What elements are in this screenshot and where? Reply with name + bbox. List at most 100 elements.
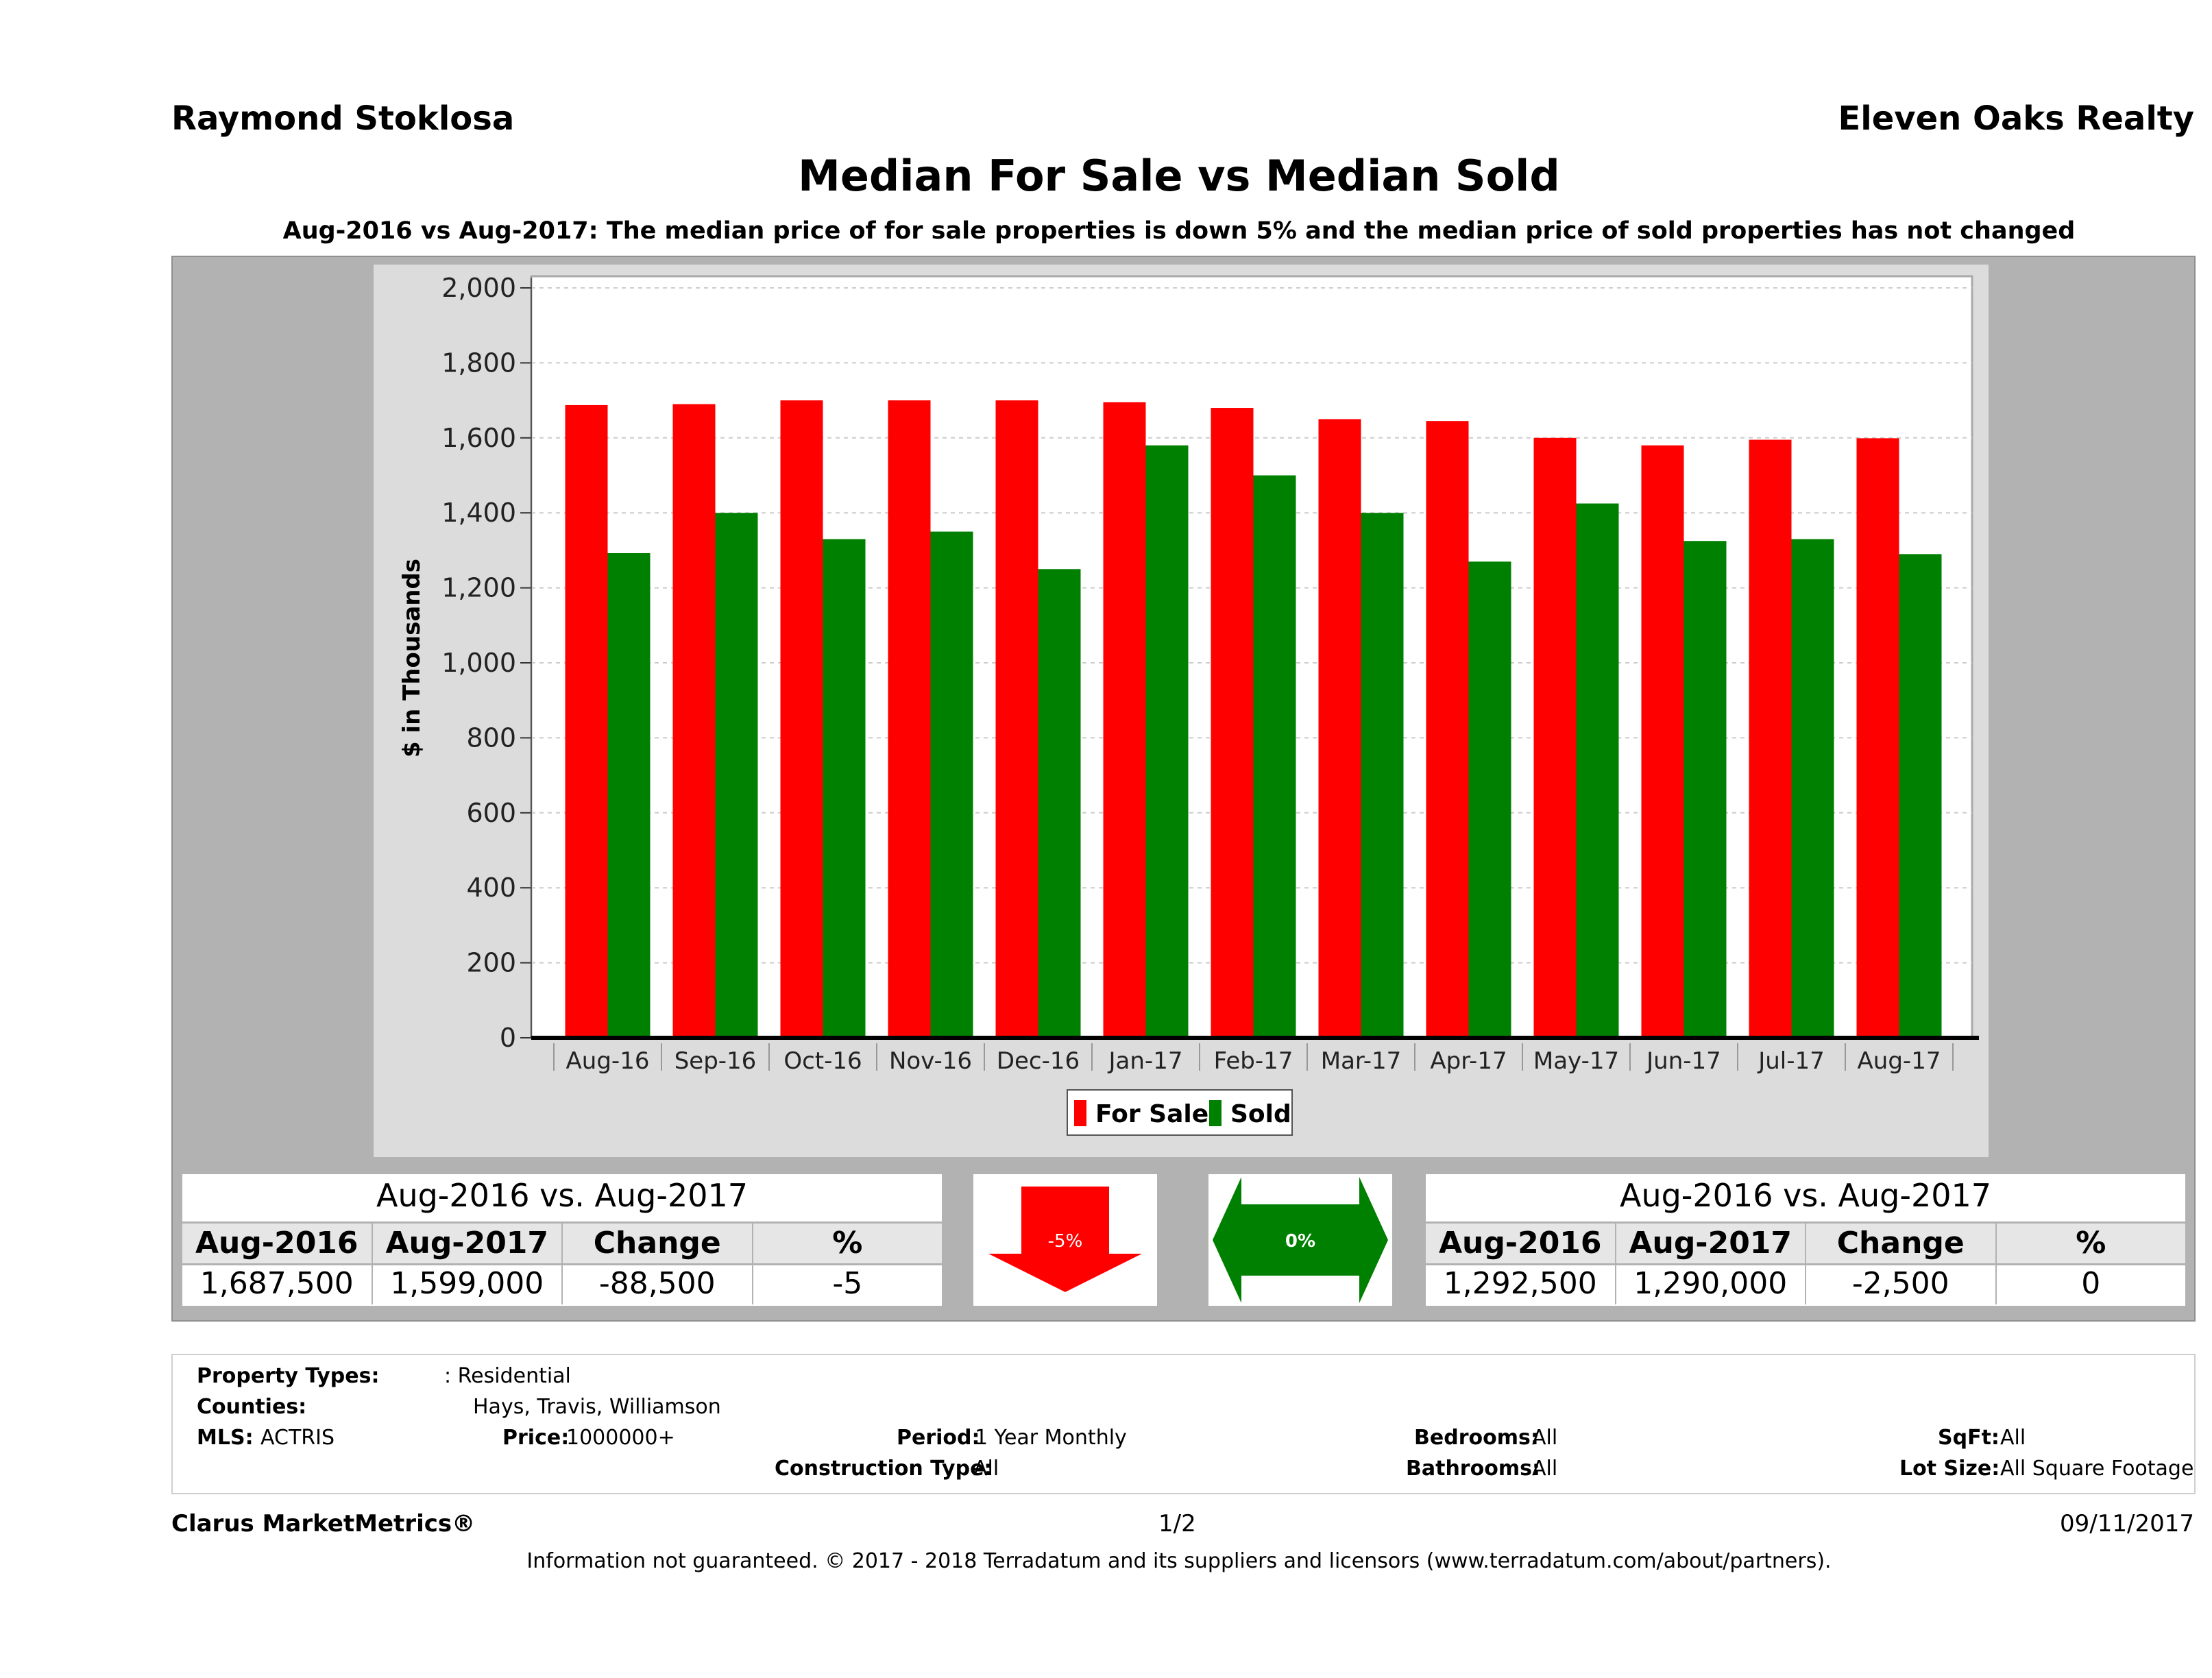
for-sale-header-change: Change [563, 1224, 753, 1263]
y-tick-label: 0 [500, 1023, 516, 1053]
page-title: Median For Sale vs Median Sold [798, 151, 1560, 201]
sqft-label: SqFt: [1938, 1426, 2000, 1450]
search-criteria-box [171, 1354, 2196, 1494]
for-sale-value-start: 1,687,500 [182, 1263, 373, 1304]
legend-label-for-sale: For Sale [1095, 1100, 1208, 1128]
for-sale-table-title: Aug-2016 vs. Aug-2017 [376, 1177, 749, 1214]
sold-table-title: Aug-2016 vs. Aug-2017 [1619, 1177, 1992, 1214]
page-subtitle: Aug-2016 vs Aug-2017: The median price o… [282, 217, 2076, 245]
bar-for-sale-Apr-17 [1426, 421, 1469, 1038]
x-tick-label: Oct-16 [783, 1047, 862, 1075]
x-tick-label: Jun-17 [1645, 1047, 1721, 1075]
sqft-value: All [2000, 1426, 2026, 1450]
for-sale-header-percent: % [832, 1226, 863, 1261]
for-sale-comparison-table: Aug-2016 vs. Aug-2017 Aug-2016 Aug-2017 … [182, 1174, 942, 1306]
bar-for-sale-Jun-17 [1641, 445, 1684, 1038]
price-label: Price: [502, 1426, 570, 1450]
bedrooms-value: All [1532, 1426, 1558, 1450]
y-tick-label: 1,000 [441, 648, 516, 678]
bar-for-sale-May-17 [1533, 437, 1577, 1038]
x-tick-label: Aug-17 [1858, 1047, 1941, 1075]
bar-sold-Apr-17 [1468, 561, 1511, 1038]
legend-swatch-sold [1209, 1100, 1222, 1126]
sold-header-change: Change [1806, 1224, 1997, 1263]
bar-chart: 0 200 400 600 800 1,000 1,200 1,400 1,600 1,800 2,… [398, 273, 1979, 1136]
bathrooms-label: Bathrooms: [1406, 1457, 1540, 1481]
bar-for-sale-Aug-16 [565, 404, 608, 1038]
bar-sold-Nov-16 [930, 531, 973, 1038]
bar-sold-Dec-16 [1038, 569, 1081, 1038]
lot-size-value: All Square Footage [2000, 1457, 2194, 1481]
bar-sold-Aug-16 [607, 553, 651, 1038]
price-value: 1000000+ [566, 1426, 675, 1450]
footer-brand: Clarus MarketMetrics® [171, 1510, 476, 1537]
x-tick-label: Aug-16 [566, 1047, 650, 1075]
for-sale-value-end: 1,599,000 [373, 1263, 563, 1304]
bar-for-sale-Nov-16 [888, 400, 931, 1038]
period-label: Period: [897, 1426, 980, 1450]
bar-for-sale-Oct-16 [780, 400, 823, 1038]
counties-label: Counties: [197, 1395, 307, 1419]
property-types-label: Property Types: [197, 1364, 380, 1388]
y-tick-label: 1,400 [441, 498, 516, 528]
page-number: 1/2 [1158, 1510, 1196, 1537]
bar-sold-Oct-16 [823, 539, 866, 1038]
bar-sold-May-17 [1576, 503, 1619, 1038]
bar-sold-Mar-17 [1361, 513, 1404, 1038]
y-tick-label: 1,200 [441, 573, 516, 603]
bar-for-sale-Jul-17 [1749, 439, 1792, 1038]
x-tick-label: Feb-17 [1214, 1047, 1293, 1075]
mls-value: ACTRIS [260, 1426, 335, 1450]
y-axis-label: $ in Thousands [398, 559, 426, 757]
for-sale-header-end: Aug-2017 [373, 1224, 563, 1263]
agent-name: Raymond Stoklosa [171, 99, 515, 138]
bar-for-sale-Dec-16 [995, 400, 1038, 1038]
bar-sold-Aug-17 [1899, 554, 1942, 1038]
y-tick-label: 800 [466, 722, 516, 753]
period-value: 1 Year Monthly [975, 1426, 1127, 1450]
x-tick-label: May-17 [1533, 1047, 1619, 1075]
lot-size-label: Lot Size: [1899, 1457, 2000, 1481]
bar-sold-Jul-17 [1791, 539, 1834, 1038]
construction-type-value: All [973, 1457, 999, 1481]
bar-for-sale-Jan-17 [1103, 402, 1146, 1038]
double-arrow-icon: 0% [1213, 1177, 1388, 1303]
bar-for-sale-Mar-17 [1318, 419, 1361, 1038]
sold-header-start: Aug-2016 [1426, 1224, 1616, 1263]
sold-change-indicator: 0% [1208, 1174, 1392, 1306]
mls-label: MLS: [197, 1426, 254, 1450]
x-tick-label: Jan-17 [1108, 1047, 1183, 1075]
bar-for-sale-Feb-17 [1211, 408, 1254, 1038]
legend-swatch-for-sale [1074, 1100, 1086, 1126]
x-tick-label: Jul-17 [1757, 1047, 1825, 1075]
sold-value-start: 1,292,500 [1426, 1263, 1616, 1304]
x-tick-label: Dec-16 [997, 1047, 1080, 1075]
sold-header-percent: % [2076, 1226, 2106, 1261]
brokerage-name: Eleven Oaks Realty [1838, 99, 2194, 138]
sold-value-end: 1,290,000 [1616, 1263, 1806, 1304]
down-arrow-icon: -5% [988, 1187, 1142, 1292]
construction-type-label: Construction Type: [775, 1457, 993, 1481]
y-tick-label: 200 [466, 948, 516, 978]
legend: For Sale Sold [1067, 1089, 1293, 1136]
y-tick-label: 2,000 [441, 273, 516, 303]
y-tick-label: 400 [466, 873, 516, 903]
for-sale-change-indicator: -5% [973, 1174, 1157, 1306]
sold-comparison-table: Aug-2016 vs. Aug-2017 Aug-2016 Aug-2017 … [1426, 1174, 2185, 1306]
sold-value-change: -2,500 [1806, 1263, 1997, 1304]
y-tick-label: 1,800 [441, 348, 516, 378]
bar-for-sale-Sep-16 [672, 404, 716, 1038]
property-types-value: : Residential [444, 1364, 571, 1388]
x-tick-label: Nov-16 [889, 1047, 972, 1075]
y-tick-label: 600 [466, 798, 516, 828]
x-tick-label: Apr-17 [1430, 1047, 1507, 1075]
x-tick-label: Sep-16 [674, 1047, 757, 1075]
bar-sold-Jun-17 [1684, 541, 1727, 1038]
sold-header-end: Aug-2017 [1616, 1224, 1806, 1263]
counties-value: Hays, Travis, Williamson [473, 1395, 721, 1419]
for-sale-value-percent: -5 [832, 1266, 863, 1301]
bathrooms-value: All [1532, 1457, 1558, 1481]
bedrooms-label: Bedrooms: [1414, 1426, 1539, 1450]
y-tick-label: 1,600 [441, 423, 516, 453]
report-date: 09/11/2017 [2060, 1510, 2194, 1537]
